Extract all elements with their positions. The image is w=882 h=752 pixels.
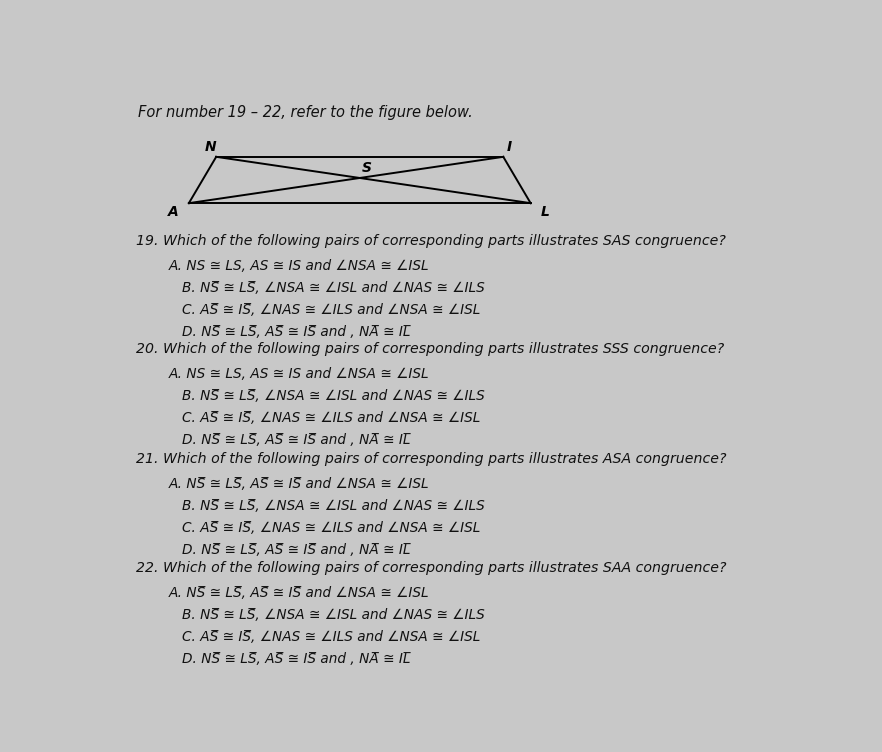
Text: D. NS̅ ≅ LS̅, AS̅ ≅ IS̅ and , NA̅ ≅ IL̅: D. NS̅ ≅ LS̅, AS̅ ≅ IS̅ and , NA̅ ≅ IL̅ [182, 325, 410, 338]
Text: 22. Which of the following pairs of corresponding parts illustrates SAA congruen: 22. Which of the following pairs of corr… [136, 561, 726, 575]
Text: A. NS̅ ≅ LS̅, AS̅ ≅ IS̅ and ∠NSA ≅ ∠ISL: A. NS̅ ≅ LS̅, AS̅ ≅ IS̅ and ∠NSA ≅ ∠ISL [168, 477, 429, 491]
Text: B. NS̅ ≅ LS̅, ∠NSA ≅ ∠ISL and ∠NAS ≅ ∠ILS: B. NS̅ ≅ LS̅, ∠NSA ≅ ∠ISL and ∠NAS ≅ ∠IL… [182, 608, 485, 622]
Text: A. NS̅ ≅ LS̅, AS̅ ≅ IS̅ and ∠NSA ≅ ∠ISL: A. NS̅ ≅ LS̅, AS̅ ≅ IS̅ and ∠NSA ≅ ∠ISL [168, 586, 429, 600]
Text: B. NS̅ ≅ LS̅, ∠NSA ≅ ∠ISL and ∠NAS ≅ ∠ILS: B. NS̅ ≅ LS̅, ∠NSA ≅ ∠ISL and ∠NAS ≅ ∠IL… [182, 499, 485, 513]
Text: D. NS̅ ≅ LS̅, AS̅ ≅ IS̅ and , NA̅ ≅ IL̅: D. NS̅ ≅ LS̅, AS̅ ≅ IS̅ and , NA̅ ≅ IL̅ [182, 433, 410, 447]
Text: I: I [507, 140, 512, 153]
Text: L: L [541, 205, 549, 220]
Text: 19. Which of the following pairs of corresponding parts illustrates SAS congruen: 19. Which of the following pairs of corr… [136, 234, 725, 248]
Text: C. AS̅ ≅ IS̅, ∠NAS ≅ ∠ILS and ∠NSA ≅ ∠ISL: C. AS̅ ≅ IS̅, ∠NAS ≅ ∠ILS and ∠NSA ≅ ∠IS… [182, 521, 481, 535]
Text: B. NS̅ ≅ LS̅, ∠NSA ≅ ∠ISL and ∠NAS ≅ ∠ILS: B. NS̅ ≅ LS̅, ∠NSA ≅ ∠ISL and ∠NAS ≅ ∠IL… [182, 389, 485, 403]
Text: D. NS̅ ≅ LS̅, AS̅ ≅ IS̅ and , NA̅ ≅ IL̅: D. NS̅ ≅ LS̅, AS̅ ≅ IS̅ and , NA̅ ≅ IL̅ [182, 543, 410, 557]
Text: For number 19 – 22, refer to the figure below.: For number 19 – 22, refer to the figure … [138, 105, 473, 120]
Text: D. NS̅ ≅ LS̅, AS̅ ≅ IS̅ and , NA̅ ≅ IL̅: D. NS̅ ≅ LS̅, AS̅ ≅ IS̅ and , NA̅ ≅ IL̅ [182, 652, 410, 666]
Text: C. AS̅ ≅ IS̅, ∠NAS ≅ ∠ILS and ∠NSA ≅ ∠ISL: C. AS̅ ≅ IS̅, ∠NAS ≅ ∠ILS and ∠NSA ≅ ∠IS… [182, 411, 481, 425]
Text: N: N [205, 140, 216, 153]
Text: A. NS ≅ LS, AS ≅ IS and ∠NSA ≅ ∠ISL: A. NS ≅ LS, AS ≅ IS and ∠NSA ≅ ∠ISL [168, 367, 429, 381]
Text: 20. Which of the following pairs of corresponding parts illustrates SSS congruen: 20. Which of the following pairs of corr… [136, 342, 724, 356]
Text: C. AS̅ ≅ IS̅, ∠NAS ≅ ∠ILS and ∠NSA ≅ ∠ISL: C. AS̅ ≅ IS̅, ∠NAS ≅ ∠ILS and ∠NSA ≅ ∠IS… [182, 630, 481, 644]
Text: A. NS ≅ LS, AS ≅ IS and ∠NSA ≅ ∠ISL: A. NS ≅ LS, AS ≅ IS and ∠NSA ≅ ∠ISL [168, 259, 429, 273]
Text: C. AS̅ ≅ IS̅, ∠NAS ≅ ∠ILS and ∠NSA ≅ ∠ISL: C. AS̅ ≅ IS̅, ∠NAS ≅ ∠ILS and ∠NSA ≅ ∠IS… [182, 303, 481, 317]
Text: S: S [363, 161, 372, 174]
Text: A: A [168, 205, 179, 220]
Text: B. NS̅ ≅ LS̅, ∠NSA ≅ ∠ISL and ∠NAS ≅ ∠ILS: B. NS̅ ≅ LS̅, ∠NSA ≅ ∠ISL and ∠NAS ≅ ∠IL… [182, 280, 485, 295]
Text: 21. Which of the following pairs of corresponding parts illustrates ASA congruen: 21. Which of the following pairs of corr… [136, 452, 726, 466]
